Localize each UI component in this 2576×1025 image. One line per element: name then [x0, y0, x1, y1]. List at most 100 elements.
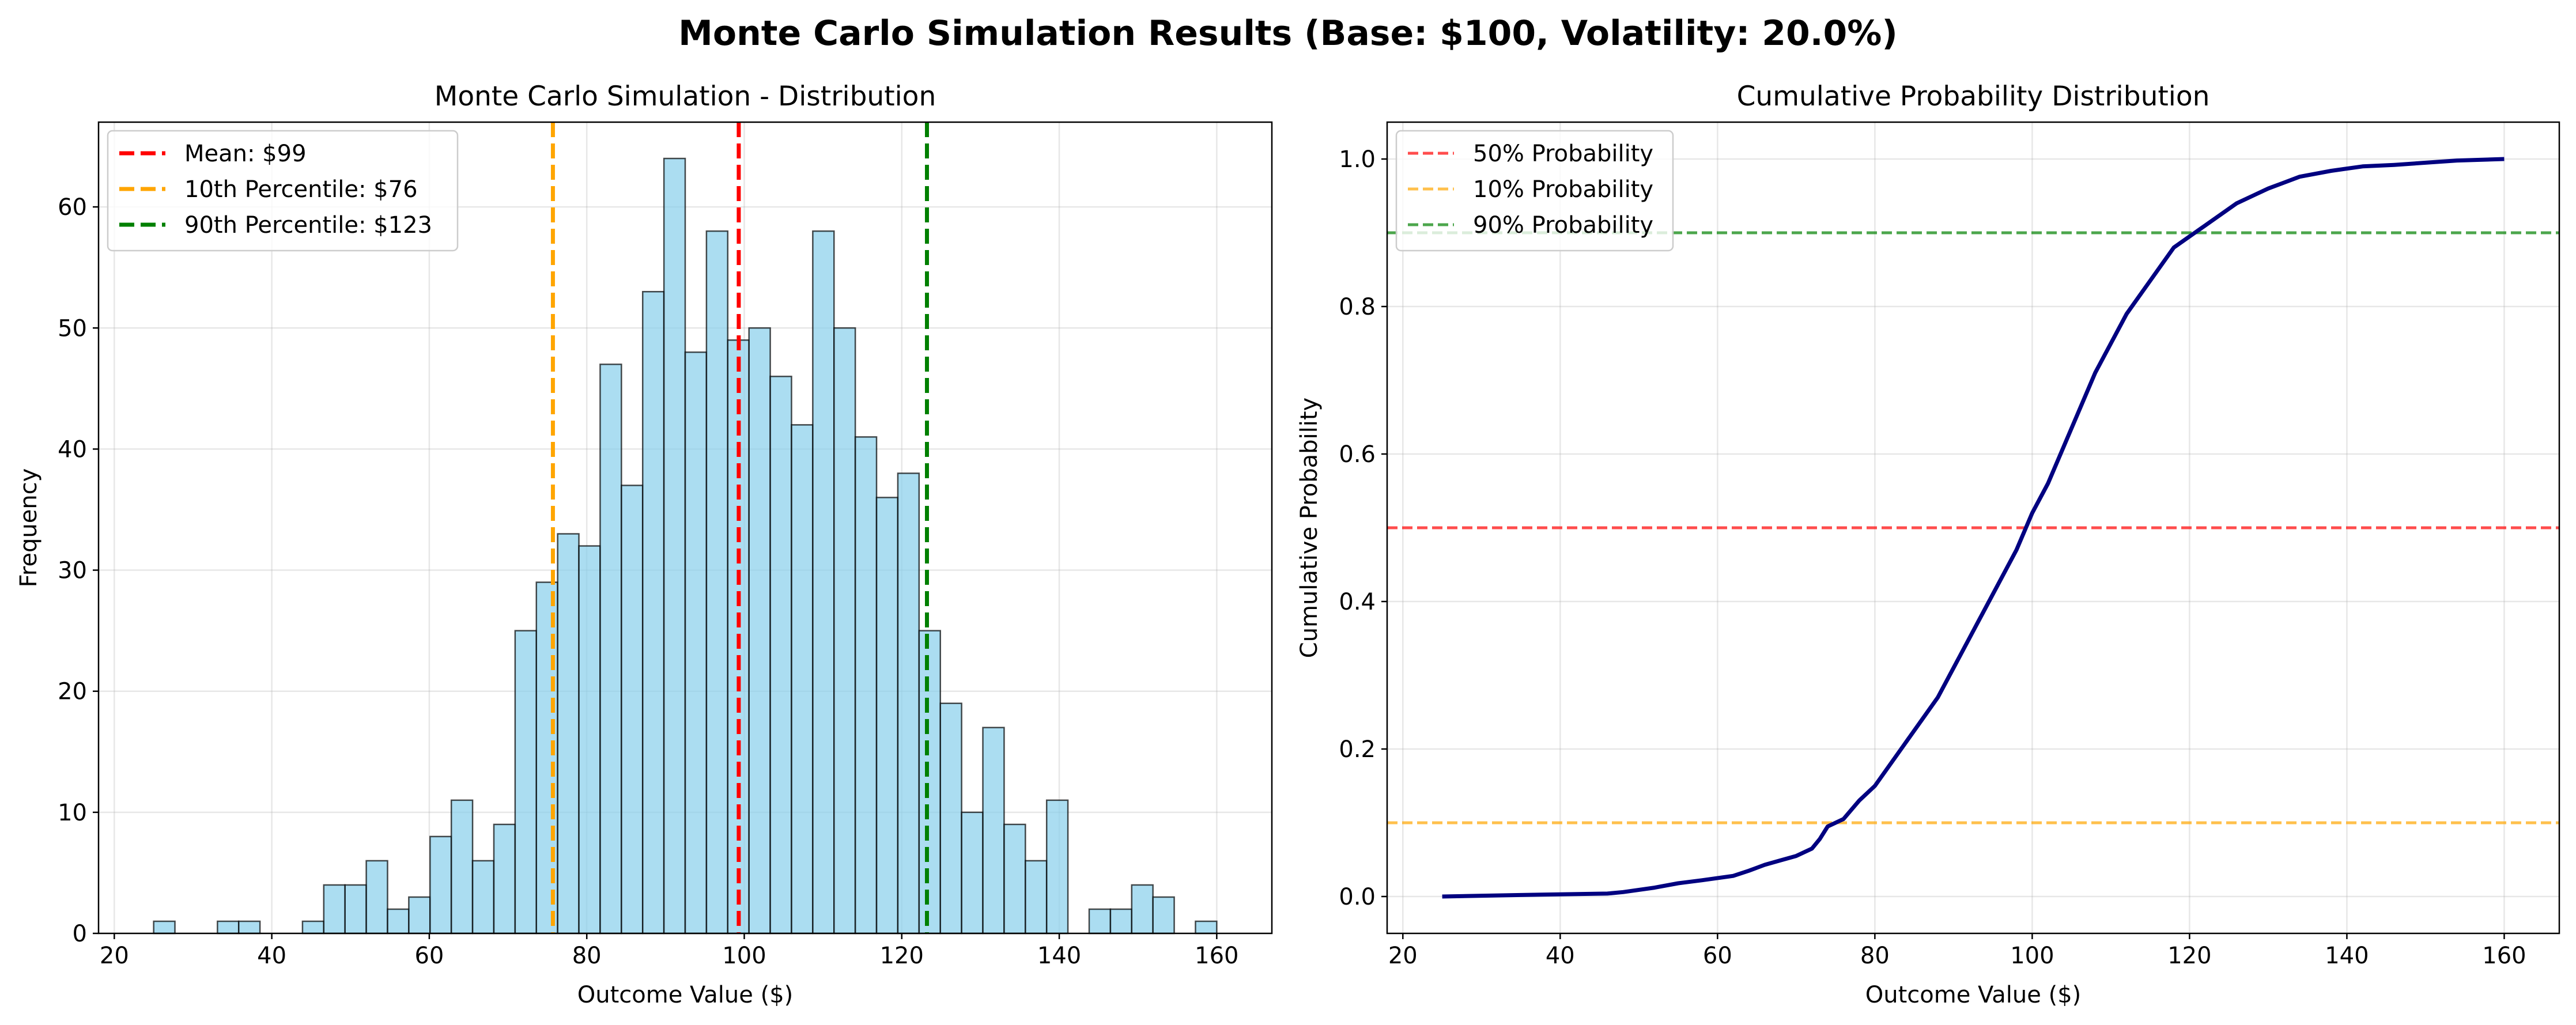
histogram-y-ticks: 0 10 20 30 40 50 60	[58, 194, 99, 947]
cdf-x-tick-label: 20	[1388, 943, 1418, 969]
histogram-bar	[1003, 823, 1026, 935]
histogram-bar	[557, 533, 580, 935]
histogram-bar	[471, 860, 495, 935]
histogram-bar	[429, 835, 452, 935]
histogram-y-tick-label: 0	[73, 921, 87, 947]
histogram-bar	[705, 230, 729, 935]
cdf-x-tick-label: 40	[1546, 943, 1575, 969]
cdf-x-ticks: 20 40 60 80 100 120 140 160	[1388, 933, 2526, 969]
cdf-x-tick-label: 160	[2482, 943, 2526, 969]
histogram-bar	[344, 884, 367, 935]
histogram-panel: Monte Carlo Simulation - Distribution 20…	[16, 81, 1273, 1008]
histogram-x-ticks: 20 40 60 80 100 120 140 160	[100, 933, 1239, 969]
histogram-bar	[408, 896, 431, 935]
cdf-y-tick-label: 0.4	[1339, 589, 1376, 615]
histogram-x-tick-label: 40	[257, 943, 286, 969]
histogram-bar	[599, 364, 622, 935]
histogram-bar	[217, 920, 240, 935]
histogram-legend-box	[107, 130, 459, 252]
cdf-x-tick-label: 60	[1703, 943, 1732, 969]
cdf-legend-label: 90% Probability	[1473, 212, 1653, 239]
cdf-x-tick-label: 140	[2325, 943, 2369, 969]
histogram-y-tick-label: 10	[58, 800, 87, 826]
histogram-legend-label: 10th Percentile: $76	[184, 176, 418, 203]
histogram-bar	[897, 472, 920, 935]
cdf-y-ticks: 0.0 0.2 0.4 0.6 0.8 1.0	[1339, 146, 1387, 910]
histogram-bar	[578, 545, 601, 935]
histogram-bar	[1109, 908, 1133, 935]
cdf-x-tick-label: 120	[2167, 943, 2211, 969]
histogram-x-tick-label: 160	[1195, 943, 1238, 969]
histogram-x-tick-label: 60	[414, 943, 444, 969]
histogram-bar	[812, 230, 835, 935]
histogram-bar	[663, 157, 686, 935]
histogram-bar	[1088, 908, 1112, 935]
cdf-y-tick-label: 0.8	[1339, 294, 1376, 320]
histogram-bar	[493, 823, 516, 935]
histogram-bar	[621, 485, 644, 935]
histogram-bar	[854, 436, 878, 935]
histogram-bar	[1131, 884, 1154, 935]
histogram-bar	[748, 327, 771, 935]
histogram-x-tick-label: 140	[1037, 943, 1081, 969]
histogram-bar	[237, 920, 261, 935]
cdf-x-tick-label: 80	[1860, 943, 1890, 969]
histogram-legend-label: Mean: $99	[184, 141, 307, 167]
cdf-y-tick-label: 0.6	[1339, 441, 1376, 468]
cdf-series-line	[1442, 157, 2505, 899]
histogram-y-tick-label: 20	[58, 679, 87, 705]
histogram-x-tick-label: 120	[880, 943, 924, 969]
histogram-x-tick-label: 80	[572, 943, 602, 969]
histogram-legend: Mean: $99 10th Percentile: $76 90th Percen…	[107, 130, 459, 252]
histogram-bar	[387, 908, 410, 935]
histogram-bar	[1025, 860, 1048, 935]
histogram-y-tick-label: 60	[58, 194, 87, 221]
histogram-bar	[939, 702, 962, 935]
histogram-title: Monte Carlo Simulation - Distribution	[435, 81, 936, 112]
histogram-y-tick-label: 50	[58, 315, 87, 342]
histogram-bar	[153, 920, 176, 935]
histogram-bar	[875, 497, 899, 935]
histogram-bar	[301, 920, 325, 935]
cdf-y-axis-label: Cumulative Probability	[1296, 398, 1323, 658]
cdf-x-tick-label: 100	[2010, 943, 2054, 969]
cdf-reference-lines	[1387, 231, 2559, 824]
histogram-bar	[365, 860, 388, 935]
histogram-y-axis-label: Frequency	[16, 468, 42, 588]
histogram-bar	[1045, 799, 1069, 935]
histogram-bar	[1152, 896, 1175, 935]
histogram-x-tick-label: 20	[100, 943, 129, 969]
histogram-y-tick-label: 40	[58, 436, 87, 463]
histogram-bar	[514, 630, 537, 935]
cdf-legend: 50% Probability 10% Probability 90% Probab…	[1395, 130, 1674, 252]
histogram-reference-lines	[550, 122, 929, 933]
histogram-bar	[684, 351, 708, 935]
figure-title: Monte Carlo Simulation Results (Base: $1…	[678, 13, 1898, 54]
cdf-legend-box	[1395, 130, 1674, 252]
cdf-legend-label: 10% Probability	[1473, 176, 1653, 203]
histogram-bar	[961, 811, 984, 935]
cdf-y-tick-label: 0.0	[1339, 884, 1376, 910]
histogram-bar	[918, 630, 941, 935]
histogram-x-axis-label: Outcome Value ($)	[577, 982, 794, 1008]
cdf-curve	[1442, 157, 2505, 899]
cdf-axes-frame	[1386, 121, 2560, 935]
cdf-title: Cumulative Probability Distribution	[1737, 81, 2210, 112]
histogram-bar	[833, 327, 856, 935]
histogram-y-tick-label: 30	[58, 558, 87, 584]
histogram-bar	[450, 799, 474, 935]
histogram-x-tick-label: 100	[722, 943, 766, 969]
histogram-bar	[1195, 920, 1218, 935]
histogram-bar	[641, 290, 665, 935]
cdf-legend-label: 50% Probability	[1473, 141, 1653, 167]
cdf-y-tick-label: 1.0	[1339, 146, 1376, 173]
histogram-bar	[791, 424, 814, 935]
histogram-bar	[323, 884, 346, 935]
histogram-axes-frame	[97, 121, 1273, 935]
cdf-panel: Cumulative Probability Distribution 20 40…	[1296, 81, 2560, 1008]
histogram-bars	[153, 157, 1218, 935]
cdf-x-axis-label: Outcome Value ($)	[1865, 982, 2082, 1008]
histogram-bar	[982, 727, 1005, 935]
histogram-legend-label: 90th Percentile: $123	[184, 212, 432, 239]
